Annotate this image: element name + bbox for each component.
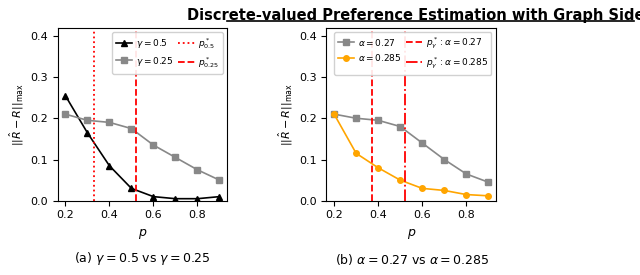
$\gamma = 0.5$ [61,94,69,97]
$\alpha = 0.285$ [352,152,360,155]
Text: (b) $\alpha = 0.27$ vs $\alpha = 0.285$: (b) $\alpha = 0.27$ vs $\alpha = 0.285$ [335,252,488,267]
$\alpha = 0.285$ [484,194,492,197]
$\alpha = 0.285$ [396,178,404,182]
$\gamma = 0.25$ [83,119,91,122]
X-axis label: p: p [407,226,415,239]
Legend: $\alpha = 0.27$, $\alpha = 0.285$, $p^*_\gamma: \alpha = 0.27$, $p^*_\gamma: \al: $\alpha = 0.27$, $\alpha = 0.285$, $p^*_… [335,32,492,75]
$\alpha = 0.285$ [330,112,338,116]
X-axis label: p: p [138,226,147,239]
Line: $\gamma = 0.25$: $\gamma = 0.25$ [63,111,222,183]
$\alpha = 0.27$ [374,119,382,122]
$\gamma = 0.25$ [216,178,223,182]
$\alpha = 0.27$ [330,112,338,116]
$\gamma = 0.25$ [61,112,69,116]
$\gamma = 0.25$ [106,121,113,124]
$\alpha = 0.285$ [374,166,382,169]
$\alpha = 0.285$ [463,193,470,196]
Line: $\alpha = 0.285$: $\alpha = 0.285$ [332,111,491,199]
$\gamma = 0.25$ [194,168,202,172]
$\gamma = 0.5$ [150,195,157,198]
$\gamma = 0.5$ [194,197,202,200]
Text: (a) $\gamma = 0.5$ vs $\gamma = 0.25$: (a) $\gamma = 0.5$ vs $\gamma = 0.25$ [74,250,211,267]
Legend: $\gamma = 0.5$, $\gamma = 0.25$, $p^*_{0.5}$, $p^*_{0.25}$: $\gamma = 0.5$, $\gamma = 0.25$, $p^*_{0… [112,32,223,74]
$\alpha = 0.285$ [440,189,448,192]
$\alpha = 0.27$ [463,172,470,176]
$\alpha = 0.27$ [352,117,360,120]
$\gamma = 0.25$ [150,144,157,147]
$\gamma = 0.25$ [127,127,135,130]
$\gamma = 0.25$ [172,156,179,159]
$\gamma = 0.5$ [106,164,113,167]
$\alpha = 0.27$ [396,125,404,128]
$\alpha = 0.27$ [440,158,448,161]
$\gamma = 0.5$ [216,195,223,198]
$\alpha = 0.27$ [484,180,492,184]
$\gamma = 0.5$ [83,131,91,134]
Text: Discrete-valued Preference Estimation with Graph Side Information: Discrete-valued Preference Estimation wi… [187,8,640,23]
$\gamma = 0.5$ [172,197,179,200]
$\gamma = 0.5$ [127,187,135,190]
$\alpha = 0.285$ [419,187,426,190]
Y-axis label: $||\hat{R} - R||_\mathrm{max}$: $||\hat{R} - R||_\mathrm{max}$ [8,83,26,145]
Line: $\alpha = 0.27$: $\alpha = 0.27$ [332,111,491,185]
$\alpha = 0.27$ [419,141,426,145]
Y-axis label: $||\hat{R} - R||_\mathrm{max}$: $||\hat{R} - R||_\mathrm{max}$ [276,83,295,145]
Line: $\gamma = 0.5$: $\gamma = 0.5$ [63,93,222,202]
